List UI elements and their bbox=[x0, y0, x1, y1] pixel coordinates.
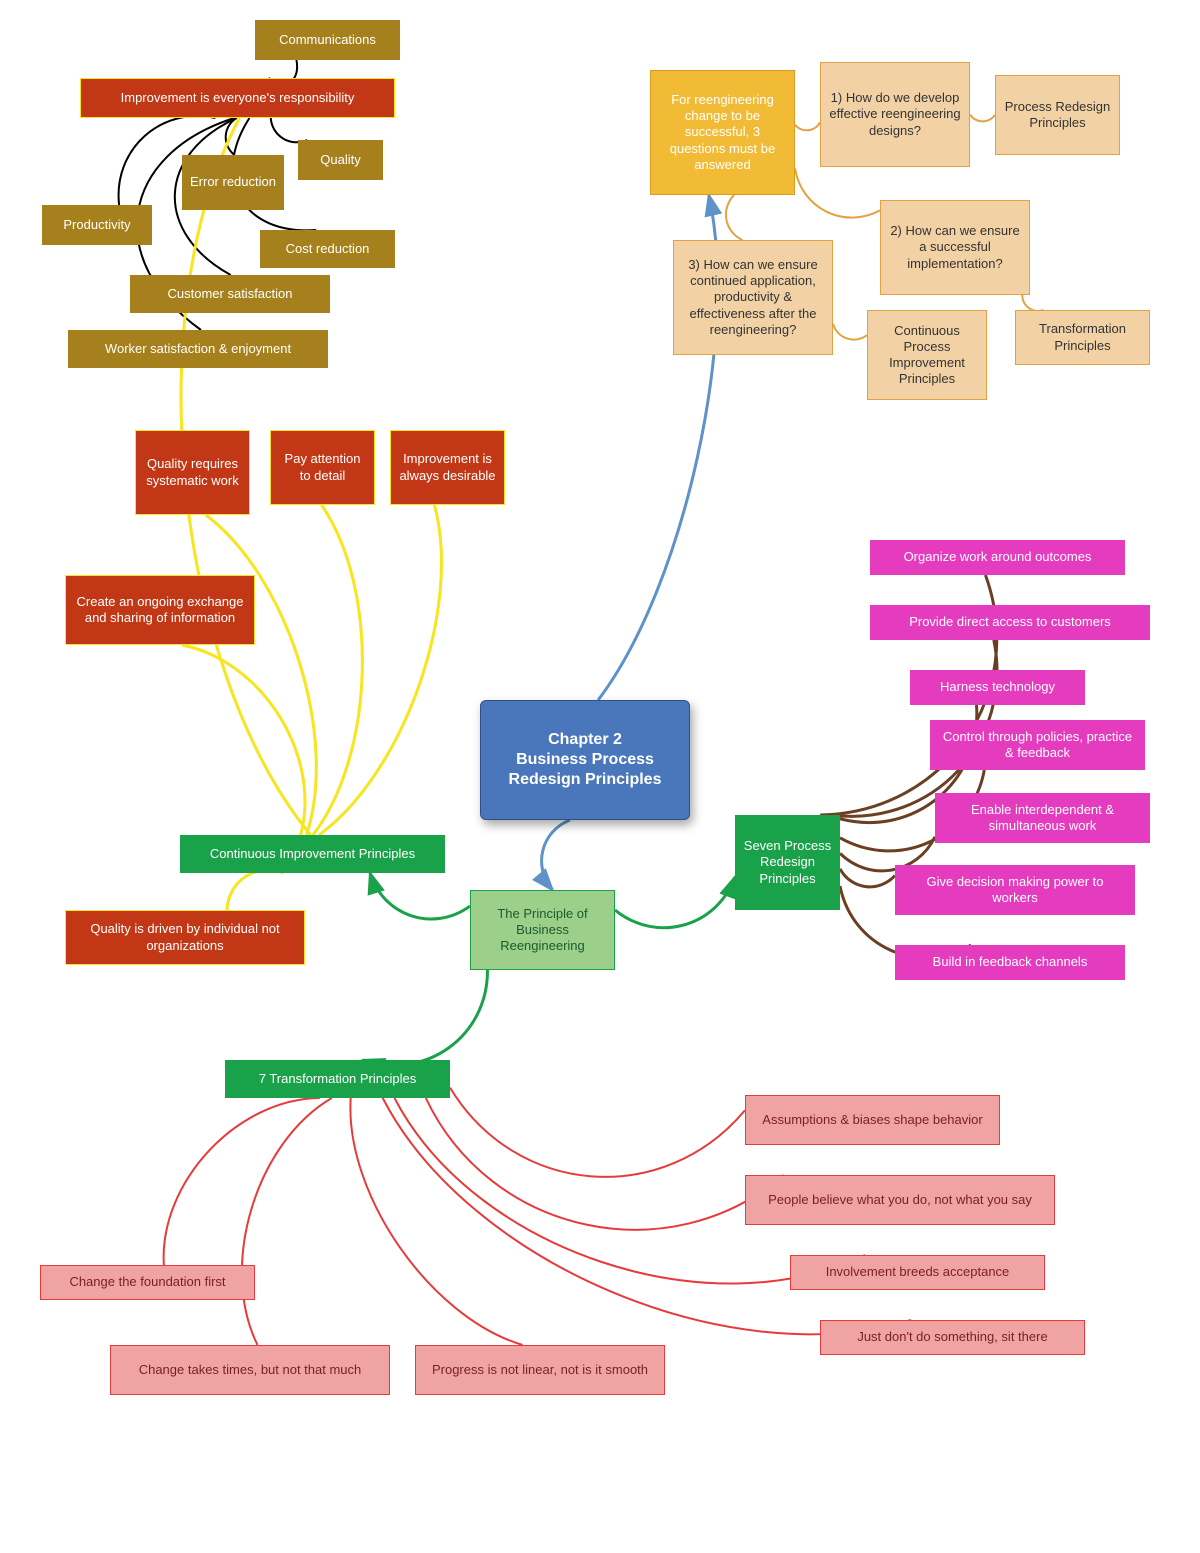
node-seven_green: Seven Process Redesign Principles bbox=[735, 815, 840, 910]
node-error_red: Error reduction bbox=[182, 155, 284, 210]
node-ci_ongoing: Create an ongoing exchange and sharing o… bbox=[65, 575, 255, 645]
edge-ci_green-ci_qual_req bbox=[206, 515, 316, 835]
node-q1: 1) How do we develop effective reenginee… bbox=[820, 62, 970, 167]
mindmap-canvas: Chapter 2Business ProcessRedesign Princi… bbox=[0, 0, 1200, 1553]
node-trans_green: 7 Transformation Principles bbox=[225, 1060, 450, 1098]
edge-principle-ci_green bbox=[370, 873, 470, 919]
node-cost_red: Cost reduction bbox=[260, 230, 395, 268]
node-q2b: Transformation Principles bbox=[1015, 310, 1150, 365]
node-q1b: Process Redesign Principles bbox=[995, 75, 1120, 155]
node-q3: 3) How can we ensure continued applicati… bbox=[673, 240, 833, 355]
edge-principle-trans_green bbox=[364, 970, 488, 1065]
node-t7: Just don't do something, sit there bbox=[820, 1320, 1085, 1355]
edge-center-principle bbox=[542, 820, 570, 890]
node-q2: 2) How can we ensure a successful implem… bbox=[880, 200, 1030, 295]
node-q3b: Continuous Process Improvement Principle… bbox=[867, 310, 987, 400]
edge-q1-q1b bbox=[970, 115, 995, 122]
node-t2: Change takes times, but not that much bbox=[110, 1345, 390, 1395]
edge-trans_green-t4 bbox=[450, 1088, 745, 1177]
node-t1: Change the foundation first bbox=[40, 1265, 255, 1300]
node-worker_sat: Worker satisfaction & enjoyment bbox=[68, 330, 328, 368]
node-ci_imp_des: Improvement is always desirable bbox=[390, 430, 505, 505]
node-t5: People believe what you do, not what you… bbox=[745, 1175, 1055, 1225]
node-communications: Communications bbox=[255, 20, 400, 60]
node-s4: Control through policies, practice & fee… bbox=[930, 720, 1145, 770]
edge-trans_green-t2 bbox=[242, 1098, 332, 1345]
edge-trans_green-t1 bbox=[164, 1098, 320, 1265]
node-t6: Involvement breeds acceptance bbox=[790, 1255, 1045, 1290]
node-t4: Assumptions & biases shape behavior bbox=[745, 1095, 1000, 1145]
node-s3: Harness technology bbox=[910, 670, 1085, 705]
edge-principle-seven_green bbox=[615, 877, 735, 928]
edge-q3-q3b bbox=[833, 324, 867, 340]
node-imp_main: Improvement is everyone's responsibility bbox=[80, 78, 395, 118]
node-principle: The Principle of Business Reengineering bbox=[470, 890, 615, 970]
edge-trans_green-t5 bbox=[426, 1098, 784, 1230]
edge-q_main-q2 bbox=[795, 168, 880, 217]
node-t3: Progress is not linear, not is it smooth bbox=[415, 1345, 665, 1395]
edge-ci_green-ci_qual_ind bbox=[227, 870, 283, 910]
node-s1: Organize work around outcomes bbox=[870, 540, 1125, 575]
edge-q2-q2b bbox=[1022, 295, 1043, 311]
edge-ci_green-ci_imp_des bbox=[319, 505, 441, 835]
node-quality: Quality bbox=[298, 140, 383, 180]
node-ci_qual_req: Quality requires systematic work bbox=[135, 430, 250, 515]
edge-q_main-q3 bbox=[726, 195, 742, 240]
node-s7: Build in feedback channels bbox=[895, 945, 1125, 980]
node-s5: Enable interdependent & simultaneous wor… bbox=[935, 793, 1150, 843]
node-center: Chapter 2Business ProcessRedesign Princi… bbox=[480, 700, 690, 820]
node-ci_green: Continuous Improvement Principles bbox=[180, 835, 445, 873]
node-q_main: For reengineering change to be successfu… bbox=[650, 70, 795, 195]
edge-ci_green-ci_pay bbox=[313, 505, 362, 835]
node-s2: Provide direct access to customers bbox=[870, 605, 1150, 640]
edge-trans_green-t3 bbox=[350, 1098, 522, 1345]
node-ci_pay: Pay attention to detail bbox=[270, 430, 375, 505]
edge-ci_green-ci_ongoing bbox=[182, 645, 305, 835]
edge-imp_main-quality bbox=[271, 118, 308, 142]
node-s6: Give decision making power to workers bbox=[895, 865, 1135, 915]
node-cust_sat: Customer satisfaction bbox=[130, 275, 330, 313]
node-productivity: Productivity bbox=[42, 205, 152, 245]
node-ci_qual_ind: Quality is driven by individual not orga… bbox=[65, 910, 305, 965]
edge-q_main-q1 bbox=[795, 122, 820, 130]
